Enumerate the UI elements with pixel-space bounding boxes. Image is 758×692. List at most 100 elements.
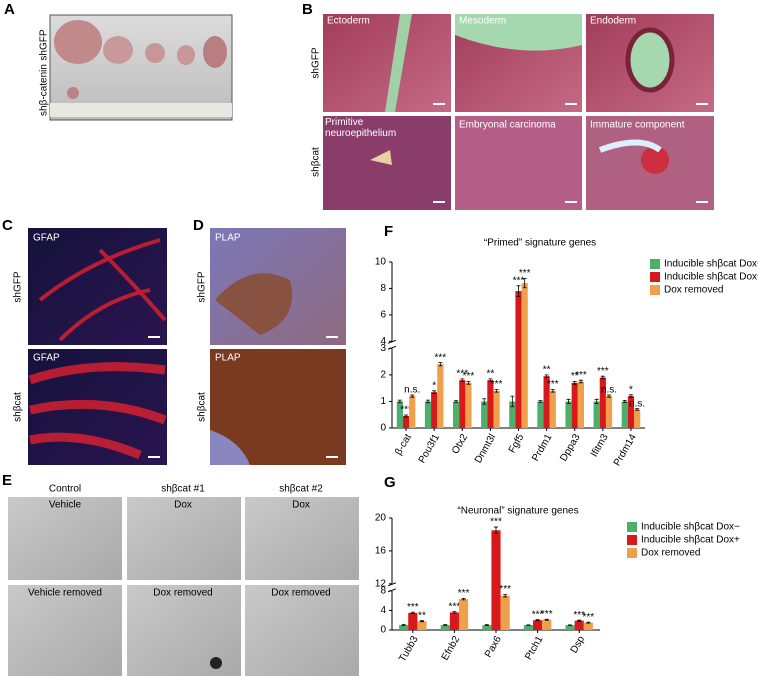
error-bar [438,362,443,367]
error-bar [466,381,471,385]
significance: *** [583,612,595,623]
y-tick-label: 20 [375,513,387,524]
error-bar [522,278,527,289]
row-label: shβ-catenin [39,64,50,116]
error-bar [404,414,409,418]
legend-swatch [650,259,660,269]
x-tick-label: Otx2 [450,432,470,456]
error-bar [452,611,457,614]
x-tick-label: Ptch1 [523,634,546,662]
tile-label: PLAP [215,353,241,364]
x-tick-label: Pax6 [483,634,504,660]
tile-label: Mesoderm [459,16,506,27]
bar [481,401,488,428]
significance: *** [449,601,461,612]
x-tick-label: Dppa3 [558,432,582,463]
legend-swatch [650,272,660,282]
y-tick-label: 8 [380,585,386,596]
y-tick-label: 0 [380,423,386,434]
error-bar [594,398,599,404]
phase-contrast-tiles [8,497,359,676]
significance: ** [486,369,494,380]
error-bar [461,597,466,601]
significance: *** [458,588,470,599]
tumors [50,20,232,117]
error-bar [494,526,498,535]
bar [521,283,528,428]
significance: n.s. [404,385,420,396]
bar [549,390,556,428]
bar [491,530,501,630]
bar [565,625,575,630]
error-bar [397,399,402,404]
significance: *** [597,366,609,377]
significance: *** [532,609,544,620]
y-tick-label: 1 [380,396,386,407]
tile-label: GFAP [33,353,60,364]
bar [593,401,600,428]
error-bar [538,400,543,403]
y-tick-label: 0 [380,625,386,636]
bar [408,612,418,630]
tile-label: Ectoderm [327,16,370,27]
legend-swatch [627,522,637,532]
significance: n.s. [629,398,645,409]
x-tick-label: Prdm1 [530,432,554,463]
bar [453,401,460,428]
panel-letter: B [302,1,313,18]
error-bar [635,408,640,411]
bar [458,599,469,630]
bar [493,390,500,428]
x-tick-label: Pou3f1 [417,432,443,465]
y-tick-label: 10 [375,257,387,268]
error-bar [503,594,508,598]
chart-title: “Neuronal” signature genes [457,506,578,517]
x-tick-label: Tubb3 [397,634,421,664]
bar [599,377,606,428]
bar [399,625,409,630]
bar [402,416,410,428]
error-bar [482,398,487,405]
x-tick-label: Prdm14 [612,432,639,468]
error-bar [484,624,489,626]
tile-label: Dox removed [153,588,212,599]
legend-label: Inducible shβcat Dox− [641,522,740,533]
error-bar [622,399,627,403]
tile-label: Dox [174,500,192,511]
tile-label: Primitive neuroepithelium [325,117,397,139]
bar [424,401,432,428]
significance: *** [541,609,553,620]
error-bar [443,624,448,626]
legend-label: Dox removed [641,548,700,559]
error-bar [410,611,415,614]
tile-label: Immature component [590,120,685,131]
significance: *** [463,371,475,382]
scale-bars [433,103,708,203]
y-tick-label: 12 [375,578,387,589]
error-bar [544,618,549,621]
significance: *** [547,379,559,390]
significance: *** [519,268,531,279]
bar [465,382,472,428]
bar [482,625,492,630]
error-bar [454,400,459,403]
legend-swatch [627,535,637,545]
error-bar [577,619,582,622]
bar [509,401,516,428]
bar [487,380,494,428]
error-bar [488,378,493,382]
x-tick-label: Fgf5 [507,432,527,455]
tile-label: PLAP [215,233,241,244]
panel-letter: A [4,1,15,18]
row-label: shβcat [13,392,24,422]
bar [577,381,584,428]
bar [542,619,552,630]
bar [571,382,578,428]
panel-letter: C [2,217,13,234]
row-label: shGFP [39,29,50,60]
error-bar [628,394,633,398]
x-tick-label: Ifitm3 [589,432,611,459]
significance: *** [573,610,585,621]
y-tick-label: 3 [380,343,386,354]
